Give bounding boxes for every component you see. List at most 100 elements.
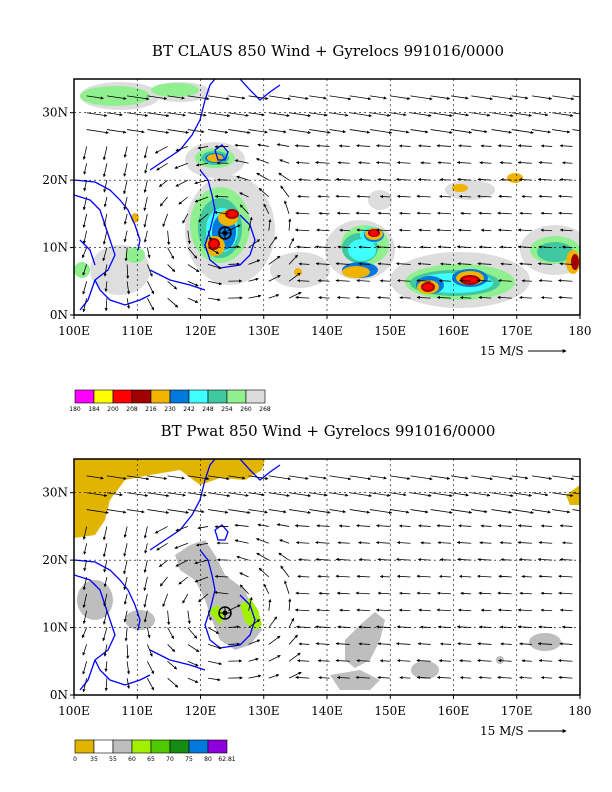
colorbar-swatch	[226, 389, 247, 404]
colorbar-label: 200	[107, 406, 119, 413]
wind-arrow	[298, 642, 310, 646]
wind-arrow	[572, 112, 580, 115]
wind-arrow	[143, 576, 148, 592]
wind-arrow	[86, 509, 109, 515]
wind-arrow	[296, 279, 310, 283]
wind-arrow	[81, 247, 88, 259]
wind-arrow	[540, 591, 553, 595]
wind-arrow	[147, 281, 155, 295]
wind-arrow	[187, 264, 200, 273]
wind-arrow	[395, 642, 411, 646]
wind-arrow	[358, 541, 371, 545]
wind-arrow	[208, 509, 229, 514]
wind-arrow	[390, 129, 410, 134]
wind-arrow	[143, 230, 148, 243]
lon-tick-label: 120E	[185, 324, 217, 338]
wind-arrow	[337, 625, 350, 629]
wind-arrow	[187, 247, 198, 259]
wind-arrow	[194, 196, 209, 203]
wind-arrow	[396, 541, 411, 545]
wind-arrow	[478, 591, 492, 595]
panel-pwat: BT Pwat 850 Wind + Gyrelocs 991016/0000	[42, 422, 591, 763]
wind-arrow	[519, 591, 532, 595]
wind-arrow	[187, 112, 207, 117]
wind-arrow	[123, 610, 128, 623]
wind-arrow	[187, 660, 199, 667]
lon-tick-label: 140E	[311, 704, 343, 718]
wind-arrow	[263, 203, 270, 215]
wind-arrow	[102, 146, 108, 161]
wind-arrow	[187, 475, 210, 481]
wind-arrow	[358, 558, 371, 562]
wind-arrow	[471, 492, 491, 497]
wind-arrow	[558, 574, 573, 578]
wind-arrow	[450, 112, 469, 117]
wind-arrow	[450, 492, 469, 497]
wind-arrow	[208, 297, 221, 302]
wind-arrow	[416, 278, 431, 283]
colorbar-2: 0 35 55 60 65 70 75 80 62.81	[73, 739, 236, 763]
wind-arrow	[471, 95, 494, 101]
wind-arrow	[268, 95, 292, 101]
colorbar-swatch	[188, 739, 209, 754]
wind-arrow	[187, 492, 207, 497]
wind-arrow	[158, 559, 168, 567]
wind-arrow	[198, 593, 209, 603]
wind-arrow	[167, 264, 176, 273]
wind-arrow	[284, 580, 290, 594]
wind-arrow	[295, 161, 310, 165]
wind-arrow	[239, 192, 249, 198]
wind-arrow	[144, 543, 148, 554]
wind-arrow	[418, 608, 431, 612]
wind-arrow	[167, 660, 178, 670]
gridlines-1	[74, 79, 580, 315]
wind-arrow	[540, 296, 553, 300]
lon-tick-label: 150E	[374, 324, 406, 338]
wind-arrow	[187, 627, 198, 639]
colorbar-label: 260	[240, 406, 252, 413]
wind-arrow	[103, 180, 108, 193]
lon-tick-label: 160E	[438, 324, 470, 338]
wind-arrow	[377, 262, 391, 266]
wind-arrow	[103, 644, 108, 657]
wind-arrow	[318, 591, 330, 595]
wind-arrow	[436, 608, 451, 612]
wind-arrow	[239, 572, 249, 578]
wind-arrow	[103, 593, 108, 607]
wind-arrow	[355, 591, 371, 595]
wind-arrow	[234, 143, 249, 147]
wind-arrow	[511, 95, 529, 100]
wind-arrow	[478, 211, 492, 215]
wind-arrow	[234, 523, 249, 527]
wind-arrow	[456, 540, 472, 545]
wind-arrow	[268, 129, 287, 134]
wind-arrow	[379, 279, 391, 283]
wind-arrow	[480, 608, 492, 612]
wind-arrow	[174, 542, 188, 549]
wind-arrow	[234, 539, 249, 544]
wind-arrow	[288, 254, 298, 265]
wind-arrow	[410, 129, 429, 134]
wind-arrow	[377, 557, 391, 562]
wind-arrow	[537, 642, 553, 646]
wind-arrow	[540, 676, 553, 680]
wind-arrow	[335, 557, 350, 562]
wind-arrow	[126, 298, 131, 309]
wind-arrow	[559, 524, 573, 528]
wind-arrow	[377, 295, 391, 300]
wind-arrow	[396, 245, 411, 249]
wind-arrow	[338, 524, 350, 528]
wind-arrow	[375, 608, 391, 612]
colorbar-swatch	[112, 389, 133, 404]
wind-arrow	[194, 559, 209, 565]
wind-arrow	[278, 552, 290, 561]
wind-arrow	[397, 279, 411, 283]
wind-arrow	[207, 644, 222, 650]
wind-arrow	[82, 661, 88, 675]
wind-arrow	[248, 639, 261, 645]
wind-arrow	[417, 262, 431, 266]
wind-arrow	[296, 659, 310, 663]
wind-arrow	[309, 129, 331, 134]
wind-arrow	[517, 160, 532, 165]
